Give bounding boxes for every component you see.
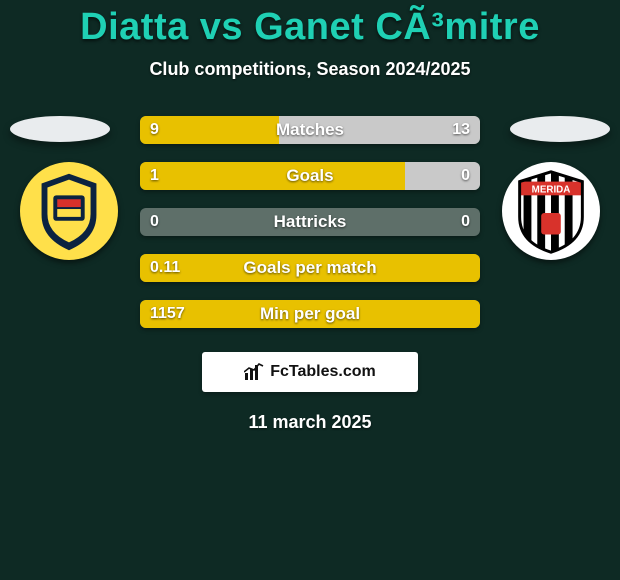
page-title: Diatta vs Ganet CÃ³mitre	[80, 6, 540, 49]
date-line: 11 march 2025	[248, 412, 371, 433]
stat-row: 10Goals	[140, 162, 480, 190]
stat-value-right	[460, 254, 480, 282]
stats-area: MERIDA 913Matches10Goals00Hattricks0.11G…	[0, 116, 620, 328]
stat-bar-left	[140, 162, 405, 190]
svg-text:MERIDA: MERIDA	[532, 184, 571, 195]
brand-text: FcTables.com	[270, 363, 376, 381]
stat-value-right: 0	[451, 208, 480, 236]
right-team-crest: MERIDA	[502, 162, 600, 260]
right-shadow-ellipse	[510, 116, 610, 142]
stat-bar-left	[140, 254, 480, 282]
stat-row: 1157Min per goal	[140, 300, 480, 328]
stat-value-left: 1	[140, 162, 169, 190]
page-subtitle: Club competitions, Season 2024/2025	[149, 59, 470, 80]
stat-value-right: 13	[442, 116, 480, 144]
stat-value-left: 0.11	[140, 254, 190, 282]
stat-value-right: 0	[451, 162, 480, 190]
stat-label: Hattricks	[140, 208, 480, 236]
stat-value-left: 1157	[140, 300, 195, 328]
stat-value-right	[460, 300, 480, 328]
stat-value-left: 0	[140, 208, 169, 236]
merida-crest-icon: MERIDA	[502, 162, 600, 260]
stat-value-left: 9	[140, 116, 169, 144]
stat-row: 913Matches	[140, 116, 480, 144]
stat-bars: 913Matches10Goals00Hattricks0.11Goals pe…	[140, 116, 480, 328]
brand-box: FcTables.com	[202, 352, 418, 392]
stat-row: 0.11Goals per match	[140, 254, 480, 282]
comparison-infographic: Diatta vs Ganet CÃ³mitre Club competitio…	[0, 0, 620, 580]
stat-row: 0 0Hattricks	[140, 208, 480, 236]
left-shadow-ellipse	[10, 116, 110, 142]
villarreal-crest-icon	[20, 162, 118, 260]
bar-chart-icon	[244, 363, 264, 381]
left-team-crest	[20, 162, 118, 260]
